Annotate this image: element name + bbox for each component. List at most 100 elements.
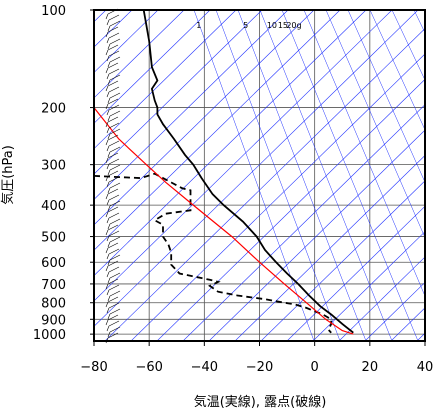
wind-barb-flag <box>107 80 119 87</box>
wind-barb-flag <box>107 26 119 33</box>
wind-barb-shaft <box>105 175 109 182</box>
wind-barb-flag <box>108 230 120 237</box>
adiabat-line <box>312 231 425 341</box>
wind-barb-shaft <box>107 79 111 86</box>
mixing-ratio-label: 1 <box>196 21 201 30</box>
wind-barb-flag <box>109 326 121 333</box>
adiabat-line <box>182 104 425 341</box>
adiabat-line <box>94 10 367 276</box>
wind-barb-flag <box>109 182 121 189</box>
y-tick-label: 700 <box>41 278 66 293</box>
wind-barb-shaft <box>107 43 111 50</box>
wind-barb-shaft <box>106 235 110 242</box>
mixing-ratio-label: 5 <box>243 21 248 30</box>
x-axis-title: 気温(実線), 露点(破線) <box>194 394 327 410</box>
wind-barb-flag <box>108 194 120 201</box>
y-tick-label: 500 <box>41 231 66 246</box>
adiabat-line <box>94 10 237 150</box>
adiabat-line <box>94 10 185 99</box>
wind-barb-flag <box>109 218 121 225</box>
wind-barb-shaft <box>106 19 110 26</box>
wind-barb-shaft <box>106 271 110 278</box>
wind-barb-shaft <box>106 127 110 134</box>
wind-barb-flag <box>107 188 119 195</box>
wind-barb-shaft <box>107 313 111 320</box>
wind-barb-flag <box>109 128 121 135</box>
wind-barb-flag <box>107 260 119 267</box>
wind-barb-flag <box>107 224 119 231</box>
wind-barb-shaft <box>107 277 111 284</box>
wind-barbs <box>105 8 121 344</box>
wind-barb-shaft <box>107 25 111 32</box>
wind-barb-shaft <box>107 61 111 68</box>
adiabat-line <box>208 129 425 341</box>
wind-barb-flag <box>107 44 119 51</box>
adiabat-line <box>416 332 425 341</box>
mixing-ratio-line <box>347 10 425 183</box>
wind-barb-shaft <box>107 169 111 176</box>
wind-barb-flag <box>108 158 120 165</box>
mixing-ratio-line <box>259 10 393 341</box>
wind-barb-flag <box>107 206 119 213</box>
x-tick-label: −80 <box>80 360 107 375</box>
wind-barb-shaft <box>105 301 109 308</box>
mixing-ratio-line <box>325 10 425 239</box>
wind-barb-flag <box>108 320 120 327</box>
mixing-ratio-line <box>237 10 367 341</box>
adiabat-line <box>428 10 435 381</box>
wind-barb-flag <box>108 122 120 129</box>
wind-barb-shaft <box>105 247 109 254</box>
adiabat-line <box>130 53 425 341</box>
wind-barb-flag <box>109 236 121 243</box>
y-tick-label: 900 <box>41 313 66 328</box>
adiabat-line <box>94 10 419 327</box>
wind-barb-flag <box>107 278 119 285</box>
temperature-line <box>142 10 354 334</box>
mixing-ratio-label: 10 <box>267 21 277 30</box>
x-tick-label: −40 <box>191 360 218 375</box>
wind-barb-flag <box>107 116 119 123</box>
wind-barb-flag <box>107 314 119 321</box>
wind-barb-flag <box>109 92 121 99</box>
adiabat-line <box>94 10 341 251</box>
wind-barb-shaft <box>105 229 109 236</box>
wind-barb-shaft <box>105 49 109 56</box>
wind-barb-shaft <box>106 73 110 80</box>
wind-barb-flag <box>107 296 119 303</box>
wind-barb-shaft <box>107 133 111 140</box>
profile-lines <box>94 10 354 335</box>
wind-barb-shaft <box>107 97 111 104</box>
wind-barb-shaft <box>107 223 111 230</box>
wind-barb-flag <box>107 152 119 159</box>
adiabat-line <box>94 10 289 200</box>
adiabat-line <box>364 281 425 341</box>
adiabat-line <box>260 180 425 341</box>
wind-barb-flag <box>108 284 120 291</box>
wind-barb-flag <box>109 146 121 153</box>
wind-barb-shaft <box>107 259 111 266</box>
wind-barb-flag <box>108 14 120 21</box>
wind-barb-flag <box>109 308 121 315</box>
adiabat-line <box>94 10 393 302</box>
parcel-line <box>94 107 354 335</box>
wind-barb-flag <box>109 74 121 81</box>
dewpoint-line <box>94 172 333 334</box>
wind-barb-flag <box>109 56 121 63</box>
wind-barb-shaft <box>106 37 110 44</box>
mixing-ratio-label: 20g <box>286 21 301 30</box>
y-tick-label: 600 <box>41 256 66 271</box>
wind-barb-flag <box>108 266 120 273</box>
mixing-ratio-line <box>215 10 341 341</box>
wind-barb-shaft <box>107 115 111 122</box>
x-tick-label: 20 <box>362 360 379 375</box>
axis-labels: −80 −60 −40 −20 0 20 40 100 200 300 400 500 600 700 80… <box>33 4 433 375</box>
wind-barb-flag <box>107 134 119 141</box>
wind-barb-flag <box>109 254 121 261</box>
mixing-ratio-line <box>281 10 419 341</box>
y-axis-title: 気圧(hPa) <box>0 145 16 205</box>
wind-barb-shaft <box>107 241 111 248</box>
adiabat-line <box>156 78 425 341</box>
wind-barb-flag <box>108 212 120 219</box>
wind-barb-flag <box>108 86 120 93</box>
wind-barb-shaft <box>106 109 110 116</box>
